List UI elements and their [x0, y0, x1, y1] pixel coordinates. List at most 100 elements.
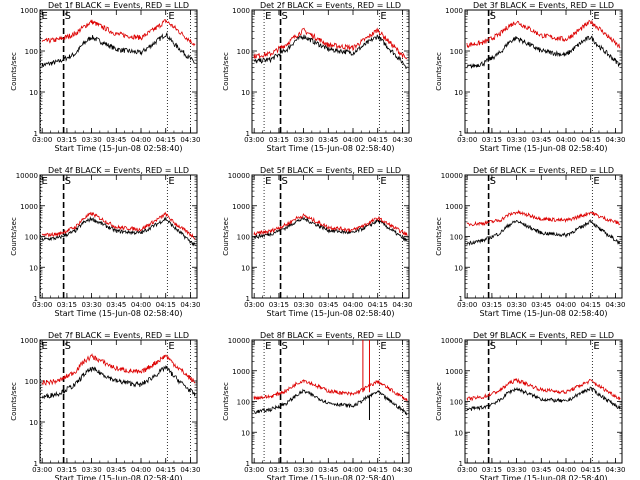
y-axis-label: Counts/sec	[222, 52, 230, 91]
x-tick-label: 04:15	[156, 301, 176, 309]
y-tick-label: 1	[246, 460, 250, 468]
y-axis-label: Counts/sec	[10, 382, 18, 421]
x-tick-label: 03:45	[531, 466, 551, 474]
y-tick-label: 100	[237, 48, 250, 56]
x-tick-label: 03:45	[531, 136, 551, 144]
x-tick-label: 03:45	[531, 301, 551, 309]
x-tick-label: 03:00	[32, 466, 52, 474]
e-start-marker-label: E	[265, 11, 271, 22]
s-marker-label: S	[490, 341, 496, 352]
y-tick-label: 1000	[445, 7, 463, 15]
y-axis-label: Counts/sec	[435, 217, 443, 256]
y-tick-label: 1	[34, 295, 38, 303]
x-tick-label: 03:30	[294, 301, 314, 309]
y-tick-label: 1000	[232, 7, 250, 15]
x-tick-label: 04:15	[368, 136, 388, 144]
x-tick-label: 03:30	[507, 301, 527, 309]
x-tick-label: 04:30	[180, 466, 200, 474]
x-tick-label: 03:00	[32, 301, 52, 309]
series-events-line	[466, 386, 621, 412]
plot-frame	[39, 9, 198, 134]
x-tick-label: 04:30	[180, 301, 200, 309]
x-tick-label: 04:15	[581, 466, 601, 474]
s-marker-label: S	[65, 11, 71, 22]
x-tick-label: 03:30	[507, 466, 527, 474]
series-events-line	[41, 365, 196, 400]
x-tick-label: 03:30	[82, 136, 102, 144]
x-tick-label: 03:00	[32, 136, 52, 144]
x-tick-label: 03:15	[269, 466, 289, 474]
y-tick-label: 10	[454, 429, 463, 437]
y-tick-label: 1000	[20, 7, 38, 15]
y-tick-label: 1000	[232, 203, 250, 211]
x-tick-label: 04:30	[392, 301, 412, 309]
x-tick-label: 03:15	[57, 466, 77, 474]
y-tick-label: 1	[34, 460, 38, 468]
x-tick-label: 03:45	[106, 466, 126, 474]
e-end-marker-label: E	[593, 341, 599, 352]
s-marker-label: S	[282, 341, 288, 352]
x-tick-label: 04:00	[343, 136, 363, 144]
y-tick-label: 10000	[441, 172, 463, 180]
series-lld-line	[466, 377, 621, 402]
x-tick-label: 04:00	[556, 301, 576, 309]
y-tick-label: 100	[450, 234, 463, 242]
y-tick-label: 1000	[445, 368, 463, 376]
x-tick-label: 04:00	[131, 466, 151, 474]
y-tick-label: 10	[454, 264, 463, 272]
y-tick-label: 1	[246, 130, 250, 138]
x-tick-label: 03:30	[82, 466, 102, 474]
plot-frame	[464, 9, 623, 134]
x-tick-label: 04:00	[343, 466, 363, 474]
x-tick-label: 03:00	[244, 301, 264, 309]
x-tick-label: 03:00	[457, 466, 477, 474]
panel-det-9: Det 9f BLACK = Events, RED = LLD 1 10 100 10…	[435, 331, 626, 480]
y-tick-label: 1	[459, 130, 463, 138]
x-tick-label: 03:15	[269, 301, 289, 309]
x-tick-label: 03:30	[82, 301, 102, 309]
y-tick-label: 1	[246, 295, 250, 303]
x-tick-label: 03:15	[57, 136, 77, 144]
panel-title: Det 6f BLACK = Events, RED = LLD	[473, 166, 614, 175]
x-tick-label: 03:00	[457, 301, 477, 309]
y-tick-label: 1000	[232, 368, 250, 376]
series-lld-line	[466, 19, 621, 49]
y-tick-label: 1	[459, 460, 463, 468]
y-tick-label: 10000	[441, 337, 463, 345]
y-axis-label: Counts/sec	[435, 382, 443, 421]
plot-frame	[39, 339, 198, 464]
y-tick-label: 10000	[228, 172, 250, 180]
panel-det-8: Det 8f BLACK = Events, RED = LLD 1 10 100 10…	[222, 331, 413, 480]
s-marker-label: S	[490, 11, 496, 22]
y-tick-label: 10	[241, 264, 250, 272]
y-tick-label: 100	[237, 234, 250, 242]
x-tick-label: 04:30	[180, 136, 200, 144]
series-events-line	[253, 388, 408, 416]
y-tick-label: 10	[241, 429, 250, 437]
e-end-marker-label: E	[168, 341, 174, 352]
x-tick-label: 03:00	[244, 136, 264, 144]
x-tick-label: 04:00	[556, 466, 576, 474]
y-tick-label: 10	[454, 89, 463, 97]
y-tick-label: 10000	[16, 172, 38, 180]
x-tick-label: 03:45	[318, 301, 338, 309]
x-tick-label: 04:30	[605, 466, 625, 474]
x-axis-label: Start Time (15-Jun-08 02:58:40)	[480, 474, 608, 480]
e-end-marker-label: E	[380, 11, 386, 22]
panel-det-5: Det 5f BLACK = Events, RED = LLD 1 10 100 10…	[222, 166, 413, 318]
series-lld-line	[253, 213, 408, 236]
x-tick-label: 03:15	[482, 301, 502, 309]
panel-title: Det 7f BLACK = Events, RED = LLD	[48, 331, 189, 340]
panel-det-6: Det 6f BLACK = Events, RED = LLD 1 10 100 10…	[435, 166, 626, 318]
y-tick-label: 1	[34, 130, 38, 138]
panel-title: Det 5f BLACK = Events, RED = LLD	[260, 166, 401, 175]
e-end-marker-label: E	[168, 176, 174, 187]
x-tick-label: 03:45	[318, 466, 338, 474]
plot-frame	[251, 9, 410, 134]
e-end-marker-label: E	[593, 176, 599, 187]
x-tick-label: 04:00	[131, 301, 151, 309]
x-axis-label: Start Time (15-Jun-08 02:58:40)	[55, 474, 183, 480]
e-start-marker-label: E	[42, 11, 48, 22]
e-end-marker-label: E	[593, 11, 599, 22]
